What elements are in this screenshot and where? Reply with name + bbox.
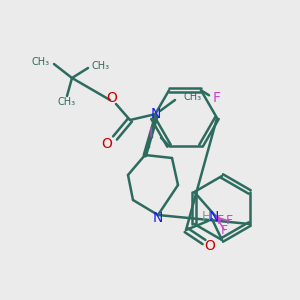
Text: F: F	[226, 214, 233, 227]
Text: O: O	[106, 91, 117, 105]
Text: N: N	[209, 210, 219, 224]
Text: F: F	[213, 91, 221, 105]
Text: H: H	[201, 211, 211, 224]
Text: N: N	[153, 211, 163, 225]
Text: O: O	[205, 239, 215, 253]
Text: CH₃: CH₃	[58, 97, 76, 107]
Text: CH₃: CH₃	[183, 92, 201, 102]
Text: O: O	[102, 137, 112, 151]
Text: F: F	[221, 224, 228, 236]
Text: CH₃: CH₃	[91, 61, 109, 71]
Text: I: I	[149, 126, 153, 140]
Text: CH₃: CH₃	[32, 57, 50, 67]
Text: N: N	[151, 107, 161, 121]
Text: F: F	[217, 214, 224, 227]
